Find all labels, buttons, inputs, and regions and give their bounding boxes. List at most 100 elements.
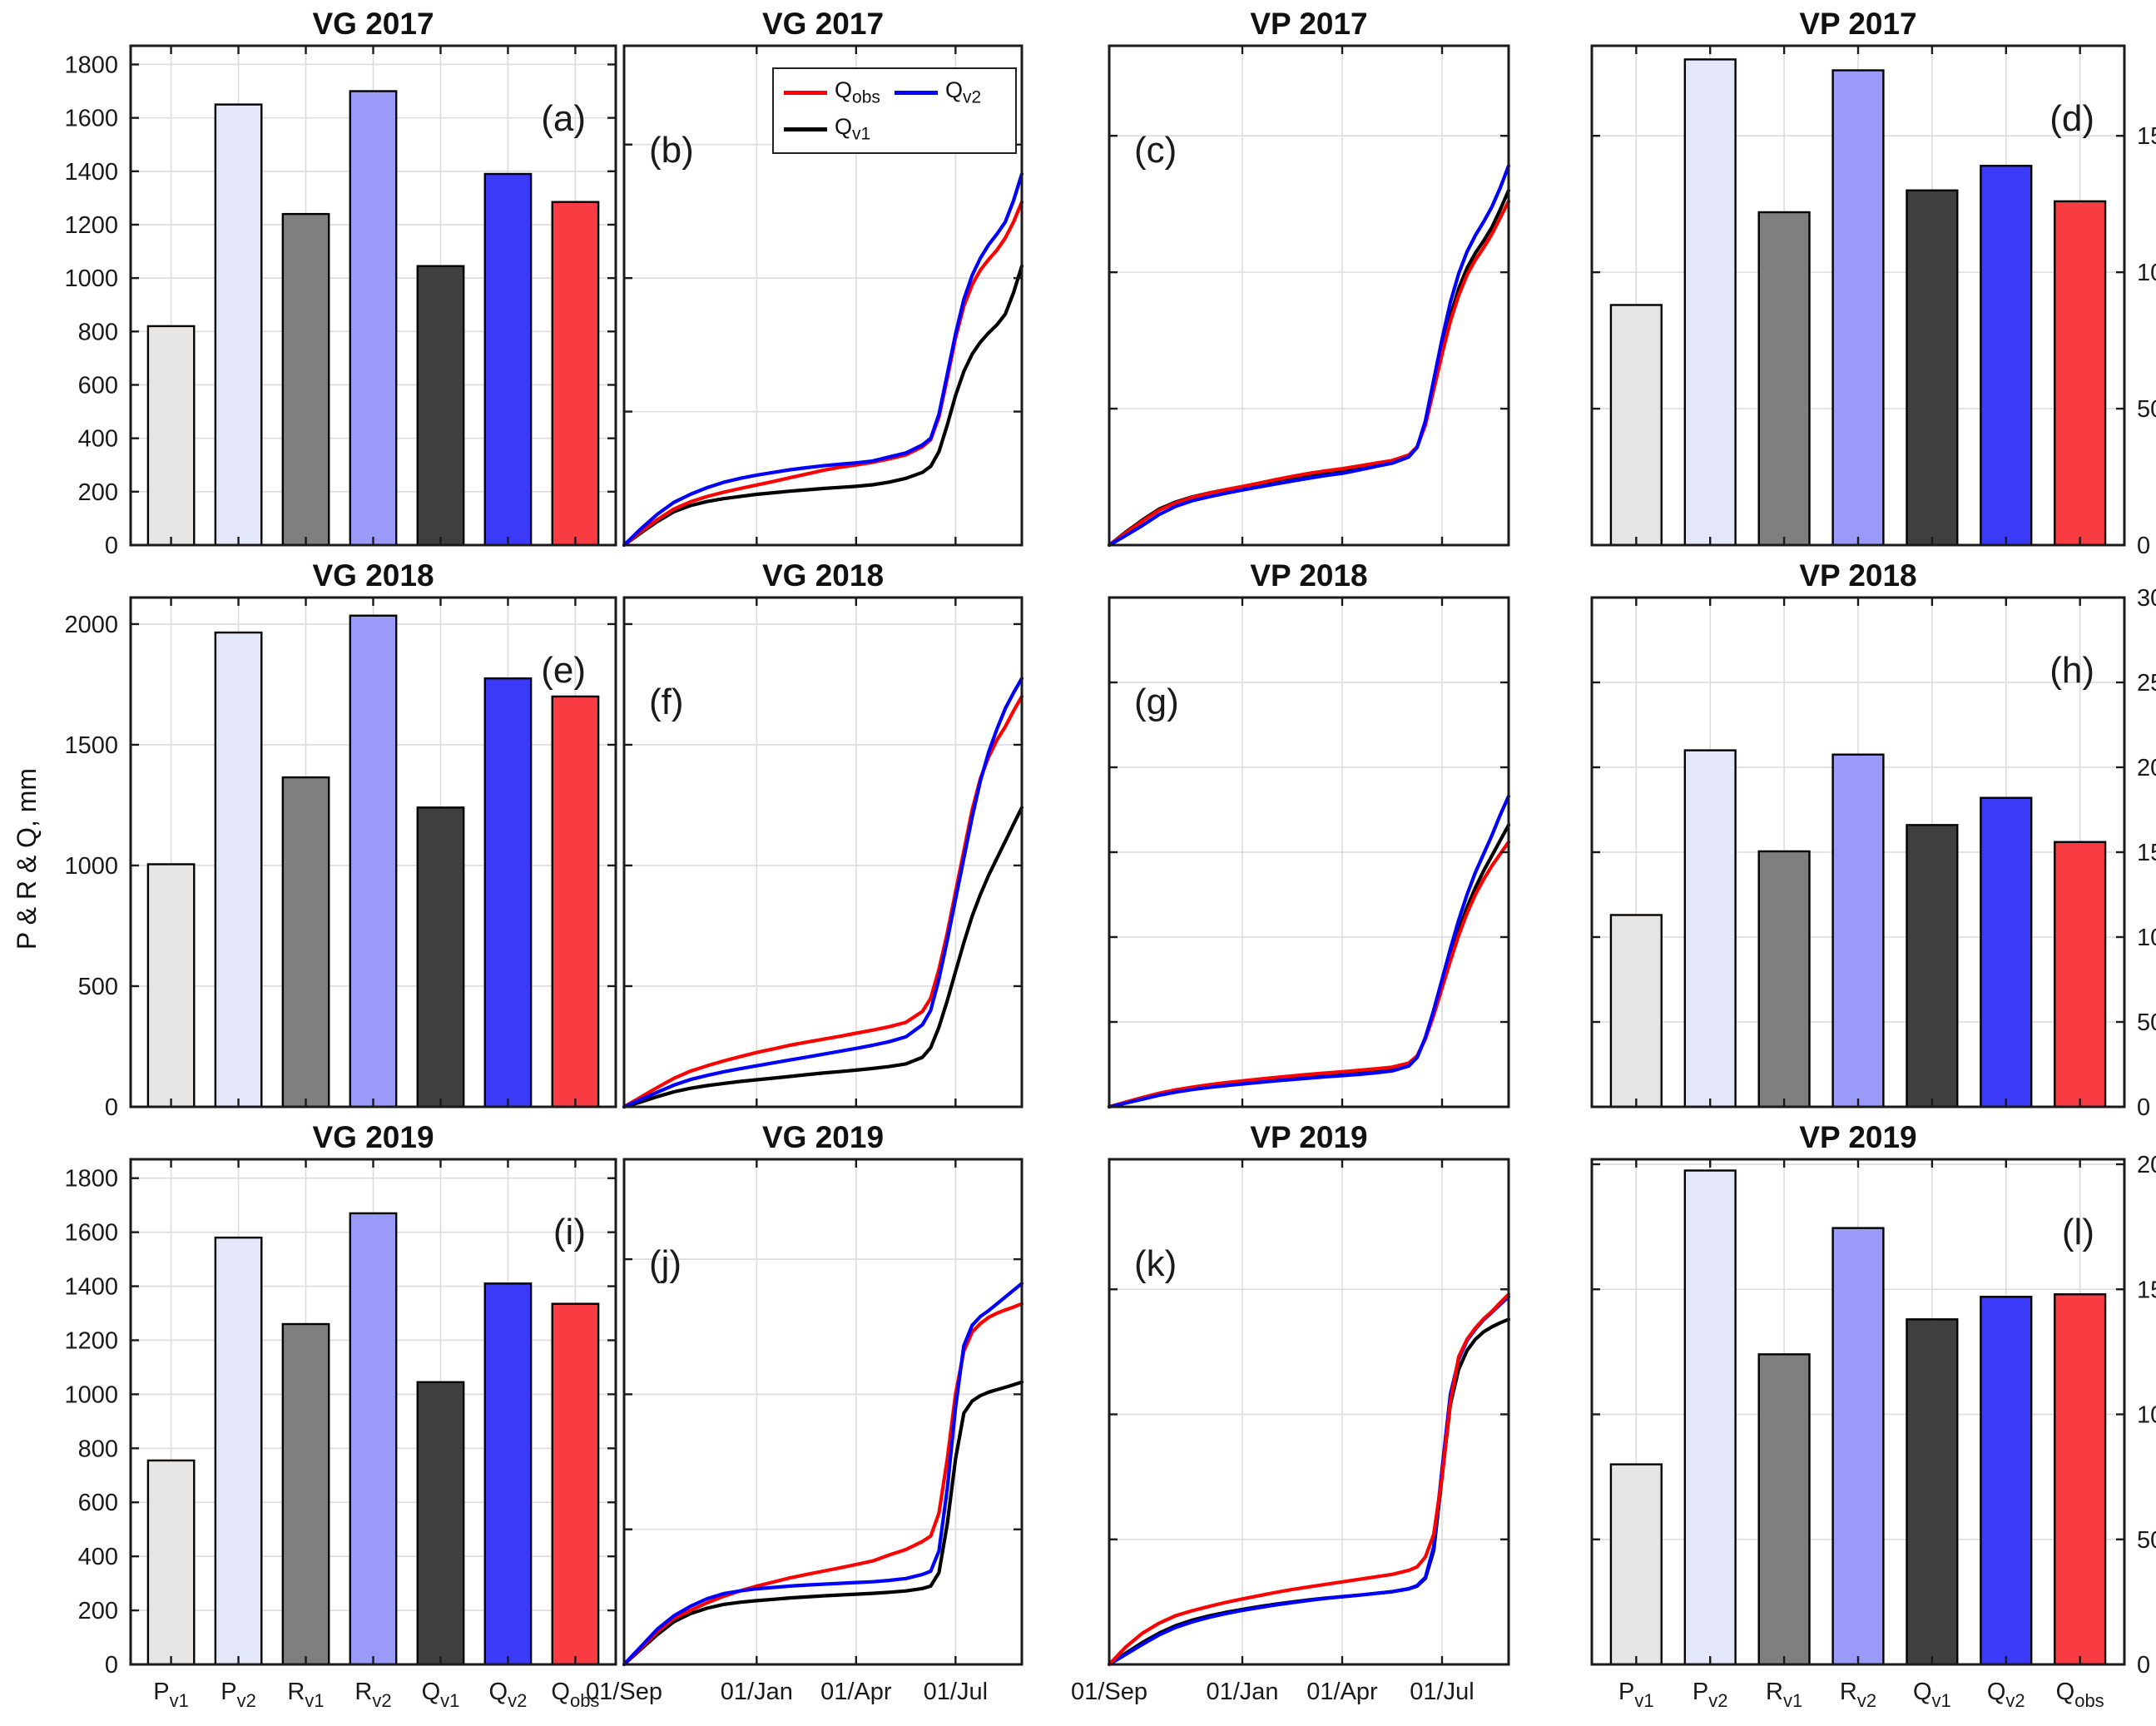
plot-border xyxy=(622,1158,1023,1666)
bar-R_v1 xyxy=(281,1322,330,1666)
x-category-label: Qv2 xyxy=(489,1679,528,1711)
y-tick-label: 1800 xyxy=(64,52,118,78)
x-category-label: Rv1 xyxy=(1766,1679,1802,1711)
panel-title-c: VP 2017 xyxy=(1250,7,1368,41)
legend-label: Qv2 xyxy=(945,77,982,107)
chart-canvas-j: 01/Sep 01/Jan 01/Apr 01/Jul (j) xyxy=(586,1158,1024,1705)
bar-R_v2 xyxy=(1831,69,1885,547)
chart-canvas-k: 01/Sep 01/Jan 01/Apr 01/Jul (k) xyxy=(1071,1158,1511,1705)
line-series-Q_obs xyxy=(622,1302,1024,1667)
chart-canvas-c: (c) xyxy=(1107,44,1511,548)
bar-Q_obs xyxy=(551,201,600,547)
plot-border xyxy=(1108,1158,1510,1666)
panel-title-g: VP 2018 xyxy=(1250,558,1368,593)
y-tick-label: 1000 xyxy=(2137,1402,2156,1429)
y-tick-label: 800 xyxy=(78,319,118,345)
y-tick-label: 1600 xyxy=(64,1220,118,1247)
panel-letter: (i) xyxy=(553,1212,586,1252)
panel-letter: (g) xyxy=(1134,682,1179,722)
y-tick-label: 1500 xyxy=(2137,123,2156,150)
y-tick-label: 200 xyxy=(78,479,118,506)
x-category-label: Pv2 xyxy=(1693,1679,1728,1711)
bar-Q_v1 xyxy=(416,806,465,1109)
bar-Q_obs xyxy=(551,1302,600,1666)
y-axis-label: P & R & Q, mm xyxy=(12,767,42,950)
y-tick-label: 1000 xyxy=(64,853,118,880)
bar-R_v2 xyxy=(1831,753,1885,1109)
bar-R_v1 xyxy=(1757,850,1811,1109)
bar-Q_v2 xyxy=(483,677,533,1109)
panel-letter: (k) xyxy=(1134,1243,1177,1284)
line-series-Q_v2 xyxy=(622,171,1024,548)
x-category-label: Pv1 xyxy=(153,1679,189,1711)
panel-title-e: VG 2018 xyxy=(312,558,434,593)
panel-letter: (h) xyxy=(2049,650,2094,691)
bar-P_v1 xyxy=(146,1459,196,1666)
x-category-label: Qobs xyxy=(2056,1679,2104,1711)
x-category-label: Rv2 xyxy=(354,1679,391,1711)
chart-canvas-i: 0 200 400 600 800 1000 1200 1400 1600 1800 Pv1 Pv2 R… xyxy=(64,1158,617,1711)
x-category-label: Pv1 xyxy=(1618,1679,1654,1711)
panel-b: (b) Qobs Qv2 Qv1 xyxy=(622,44,1024,548)
panel-title-a: VG 2017 xyxy=(312,7,434,41)
plot-background xyxy=(1109,46,1509,545)
bar-Q_v1 xyxy=(1906,1318,1959,1666)
panel-letter: (d) xyxy=(2049,98,2094,139)
bar-P_v2 xyxy=(1683,58,1737,547)
panel-letter: (f) xyxy=(649,682,684,722)
x-tick-label: 01/Sep xyxy=(1071,1679,1147,1705)
x-tick-label: 01/Apr xyxy=(820,1679,892,1705)
panel-g: (g) xyxy=(1107,596,1511,1109)
legend-item-Q_obs: Qobs xyxy=(784,74,895,111)
panel-j: 01/Sep 01/Jan 01/Apr 01/Jul (j) xyxy=(586,1158,1024,1705)
y-tick-label: 0 xyxy=(105,1652,118,1679)
line-series-Q_v1 xyxy=(622,806,1024,1109)
x-category-label: Pv2 xyxy=(221,1679,256,1711)
panel-letter: (b) xyxy=(649,130,694,171)
bar-P_v1 xyxy=(1609,1463,1663,1666)
bar-Q_v2 xyxy=(1980,1296,2033,1666)
line-series-Q_v2 xyxy=(622,1282,1024,1667)
y-tick-label: 1400 xyxy=(64,1274,118,1301)
bar-R_v2 xyxy=(349,90,398,547)
chart-canvas-e: 0 500 1000 1500 2000 (e) xyxy=(64,596,617,1121)
panel-k: 01/Sep 01/Jan 01/Apr 01/Jul (k) xyxy=(1071,1158,1511,1705)
y-tick-label: 0 xyxy=(2137,1094,2150,1121)
x-tick-label: 01/Apr xyxy=(1306,1679,1378,1705)
panel-title-j: VG 2019 xyxy=(761,1120,885,1154)
legend: Qobs Qv2 Qv1 xyxy=(772,67,1017,154)
bar-P_v2 xyxy=(1683,749,1737,1109)
y-tick-label: 500 xyxy=(78,974,118,1000)
bar-Q_v2 xyxy=(483,1282,533,1666)
panel-title-b: VG 2017 xyxy=(761,7,885,41)
bar-P_v2 xyxy=(214,103,263,547)
bar-Q_v2 xyxy=(1980,165,2033,547)
y-tick-label: 2500 xyxy=(2137,670,2156,697)
panel-letter: (c) xyxy=(1134,130,1177,171)
y-tick-label: 1000 xyxy=(64,265,118,292)
bar-Q_v1 xyxy=(416,1381,465,1666)
bar-Q_obs xyxy=(551,695,600,1109)
panel-f: (f) xyxy=(622,596,1024,1109)
y-tick-label: 0 xyxy=(105,1094,118,1121)
y-tick-label: 400 xyxy=(78,426,118,453)
x-tick-label: 01/Jan xyxy=(1206,1679,1278,1705)
y-tick-label: 200 xyxy=(78,1598,118,1624)
bar-R_v1 xyxy=(281,776,330,1109)
panel-title-h: VP 2018 xyxy=(1799,558,1917,593)
line-series-Q_v1 xyxy=(622,1380,1024,1667)
bar-P_v2 xyxy=(214,1236,263,1666)
y-tick-label: 500 xyxy=(2137,1009,2156,1036)
bar-R_v1 xyxy=(1757,211,1811,547)
chart-canvas-f: (f) xyxy=(622,596,1024,1109)
panel-d: 0 500 1000 1500 (d) xyxy=(1590,44,2156,559)
panel-title-k: VP 2019 xyxy=(1250,1120,1368,1154)
panel-letter: (l) xyxy=(2062,1212,2094,1252)
y-tick-label: 0 xyxy=(2137,1652,2150,1679)
bar-P_v2 xyxy=(214,631,263,1109)
bar-R_v2 xyxy=(349,1212,398,1666)
plot-background xyxy=(624,1159,1022,1664)
y-tick-label: 1800 xyxy=(64,1166,118,1193)
chart-canvas-l: 0 500 1000 1500 2000 Pv1 Pv2 Rv1 Rv2 Qv1 Qv2 Qobs (l… xyxy=(1590,1152,2156,1711)
bar-P_v1 xyxy=(1609,304,1663,547)
